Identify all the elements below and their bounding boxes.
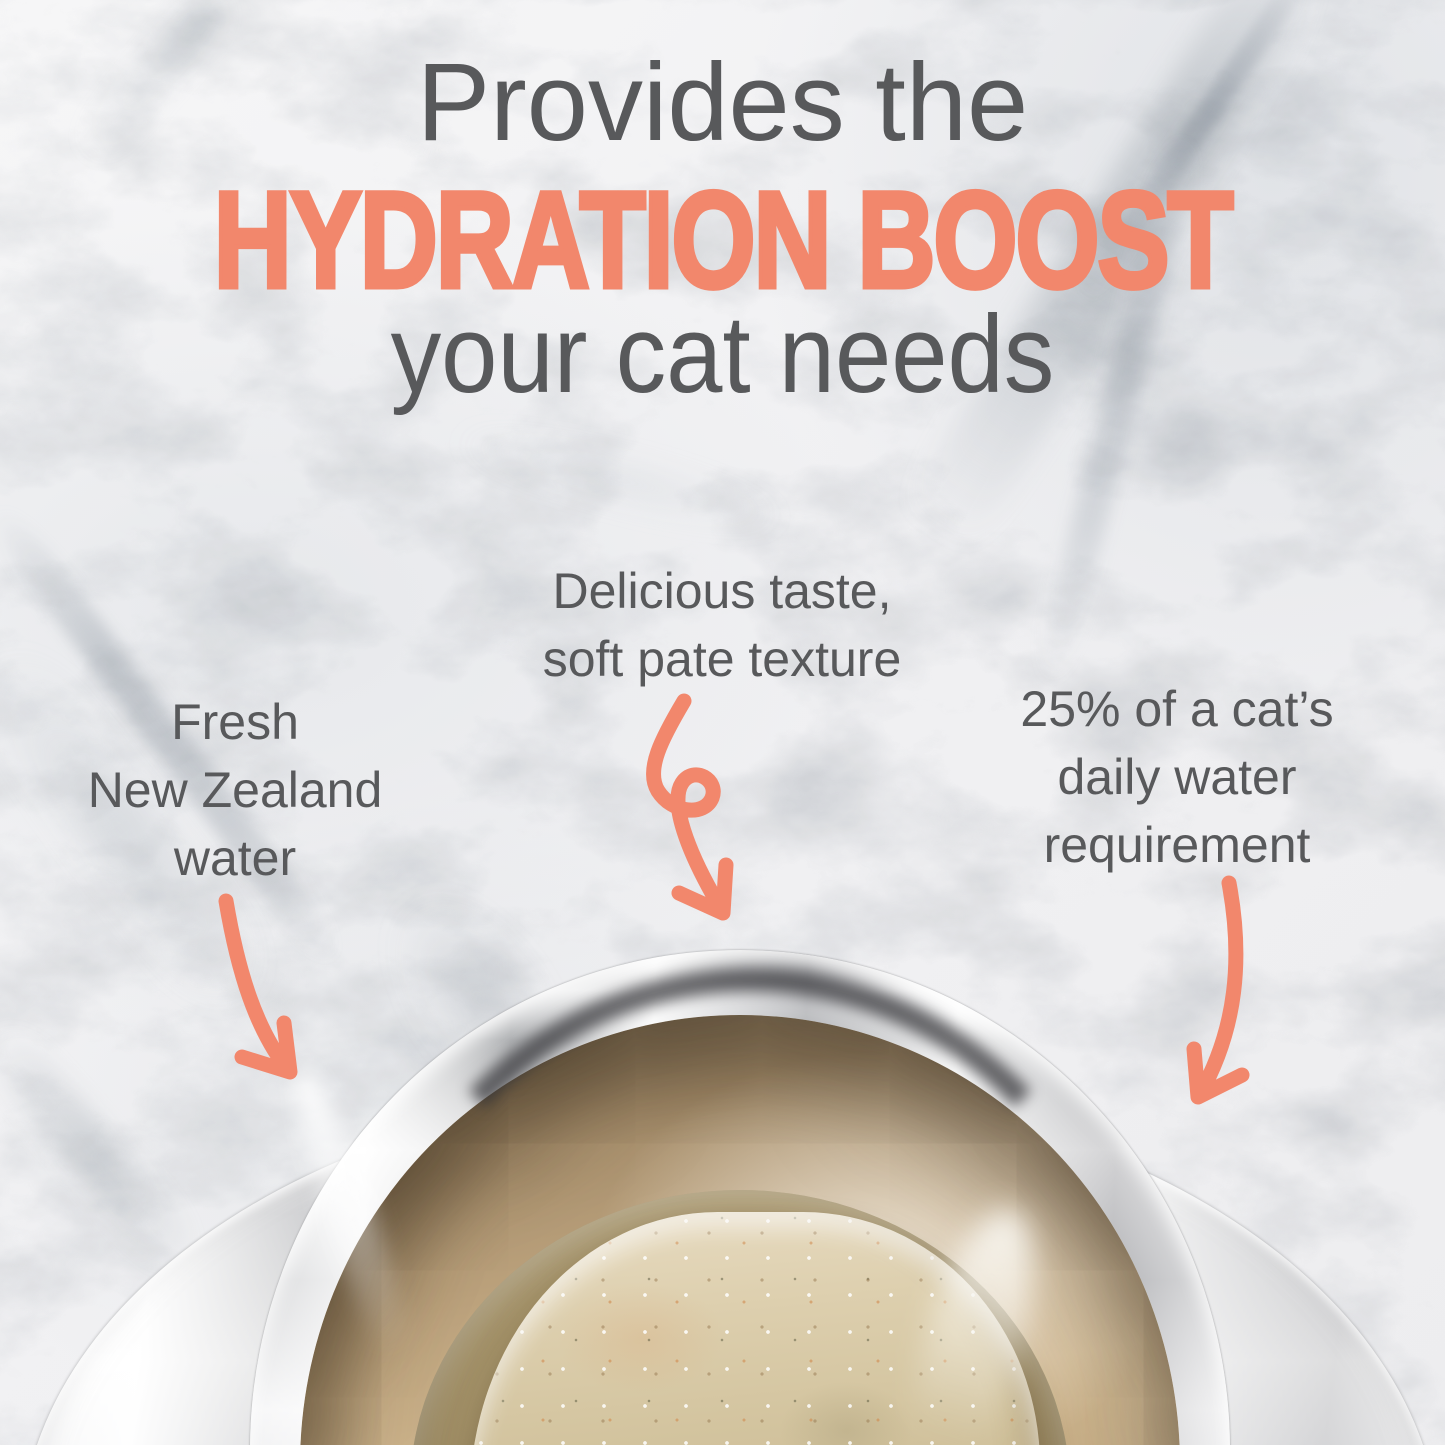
callout-line: daily water (1057, 749, 1297, 805)
callout-taste-texture: Delicious taste, soft pate texture (422, 557, 1022, 693)
callout-line: New Zealand (87, 762, 383, 818)
callout-water-requirement: 25% of a cat’s daily water requirement (957, 675, 1397, 879)
callout-line: Delicious taste, (552, 563, 892, 619)
callout-fresh-water: Fresh New Zealand water (15, 688, 455, 892)
title-line-3: your cat needs (390, 293, 1055, 416)
callout-line: soft pate texture (542, 631, 902, 687)
title-line-2-hydration-boost: HYDRATION BOOST (212, 164, 1236, 317)
callout-line: water (173, 830, 297, 886)
callout-line: requirement (1043, 817, 1311, 873)
title-line-1: Provides the (416, 41, 1029, 164)
callout-line: 25% of a cat’s (1020, 681, 1334, 737)
callout-line: Fresh (171, 694, 299, 750)
